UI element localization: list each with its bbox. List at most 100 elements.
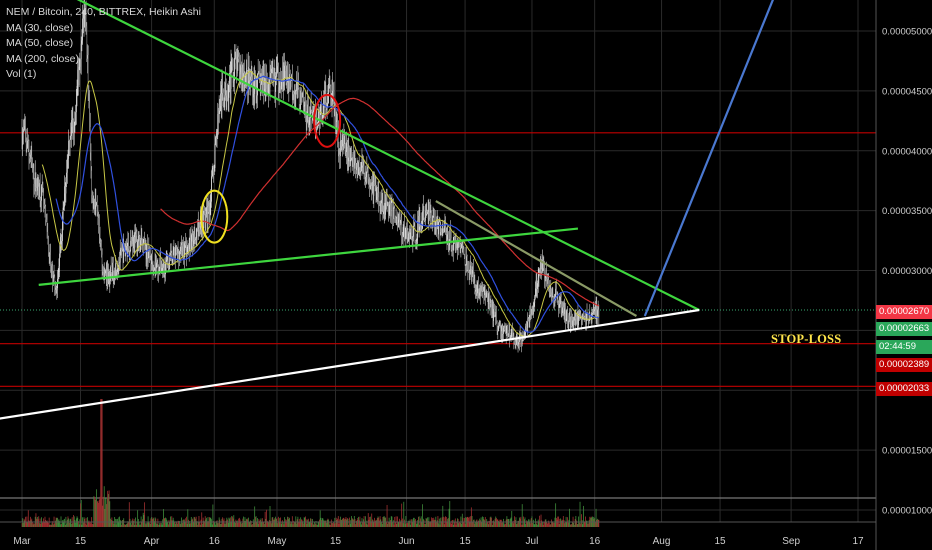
candle-body xyxy=(481,285,483,292)
candle-body xyxy=(77,69,79,86)
candle-body xyxy=(553,299,555,304)
candle-body xyxy=(390,202,392,217)
volume-bar xyxy=(168,519,170,527)
candle-body xyxy=(528,317,529,319)
volume-bar xyxy=(278,522,280,527)
candle-body xyxy=(168,263,170,270)
candle-body xyxy=(587,312,589,320)
volume-bar xyxy=(326,519,328,527)
candle-body xyxy=(49,251,51,256)
volume-bar xyxy=(147,522,148,527)
candle-body xyxy=(357,167,359,175)
candle-body xyxy=(416,234,418,241)
candle-body xyxy=(80,43,82,60)
candle-body xyxy=(512,328,513,336)
candle-body xyxy=(509,330,511,340)
candle-body xyxy=(365,177,366,182)
candle-body xyxy=(553,296,554,300)
volume-bar xyxy=(39,523,40,527)
candle-body xyxy=(241,67,243,80)
candle-body xyxy=(547,278,549,280)
volume-bar xyxy=(169,521,171,527)
candle-body xyxy=(574,316,575,321)
volume-bar xyxy=(328,519,329,527)
candle-body xyxy=(286,79,288,83)
price-tag: 0.00002663 xyxy=(876,322,932,336)
volume-bar xyxy=(247,518,249,527)
candle-body xyxy=(480,292,481,297)
candle-body xyxy=(195,238,196,241)
volume-bar xyxy=(422,504,423,527)
volume-bar xyxy=(88,520,90,527)
candle-body xyxy=(194,233,196,241)
volume-bar xyxy=(202,523,203,527)
volume-bar xyxy=(372,520,374,527)
candle-body xyxy=(272,67,274,69)
candle-body xyxy=(97,213,99,218)
candle-body xyxy=(229,73,230,84)
volume-bar xyxy=(332,523,334,527)
candle-body xyxy=(375,185,377,200)
volume-bar xyxy=(22,522,24,527)
volume-bar xyxy=(543,522,545,527)
candle-body xyxy=(144,238,145,246)
candle-body xyxy=(248,66,249,89)
volume-bar xyxy=(257,523,259,527)
volume-bar xyxy=(177,520,179,527)
volume-bar xyxy=(33,523,35,527)
volume-bar xyxy=(78,521,79,527)
candle-body xyxy=(284,65,286,72)
volume-bar xyxy=(212,504,214,527)
volume-bar xyxy=(368,519,370,527)
volume-bar xyxy=(266,520,268,527)
candle-body xyxy=(57,271,59,279)
volume-bar xyxy=(126,523,127,527)
candle-body xyxy=(182,246,184,252)
volume-bar xyxy=(584,522,586,527)
volume-bar xyxy=(399,518,400,527)
candle-body xyxy=(320,106,322,113)
candle-body xyxy=(274,72,276,92)
candle-body xyxy=(301,92,303,98)
candle-body xyxy=(234,57,236,59)
volume-bar xyxy=(454,518,456,527)
volume-bar xyxy=(72,523,74,527)
volume-bar xyxy=(319,510,321,527)
volume-bar xyxy=(216,520,218,527)
candle-body xyxy=(389,202,391,205)
candle-body xyxy=(48,244,49,254)
candle-body xyxy=(367,167,369,180)
volume-bar xyxy=(356,519,358,527)
candle-body xyxy=(240,65,242,75)
volume-bar xyxy=(128,521,129,527)
volume-bar xyxy=(219,519,221,527)
candle-body xyxy=(421,224,423,229)
candle-body xyxy=(42,186,44,193)
candle-body xyxy=(324,90,326,103)
volume-bar xyxy=(256,522,258,527)
candle-body xyxy=(464,254,465,258)
candle-body xyxy=(278,66,279,88)
candle-body xyxy=(394,207,396,218)
volume-bar xyxy=(393,524,395,527)
volume-bar xyxy=(271,523,272,527)
candle-body xyxy=(364,173,366,182)
candle-body xyxy=(405,227,407,238)
volume-bar xyxy=(188,520,190,527)
candle-body xyxy=(84,8,86,10)
volume-bar xyxy=(338,523,340,527)
candle-body xyxy=(385,194,387,215)
candle-body xyxy=(98,226,100,234)
volume-bar xyxy=(324,520,326,527)
volume-bar xyxy=(538,521,540,527)
candle-body xyxy=(39,183,41,199)
volume-bar xyxy=(245,518,247,527)
volume-bar xyxy=(358,520,360,527)
volume-bar xyxy=(473,519,475,527)
volume-bar xyxy=(407,523,409,527)
volume-bar xyxy=(513,520,515,527)
volume-bar xyxy=(560,518,561,527)
candle-body xyxy=(116,272,118,276)
volume-bar xyxy=(395,521,396,527)
